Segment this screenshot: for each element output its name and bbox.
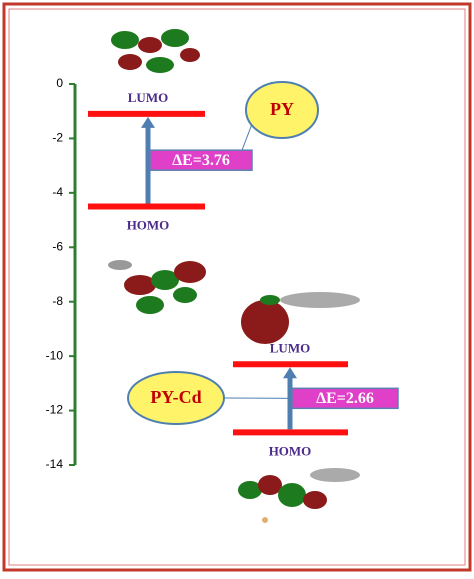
- molecule-pycd-lumo: [241, 292, 360, 344]
- y-tick-label: -2: [52, 131, 63, 145]
- gap-arrow-head: [283, 367, 297, 378]
- system-name: PY: [270, 99, 294, 119]
- lumo-label: LUMO: [270, 340, 310, 355]
- molecule-py-lumo: [111, 29, 200, 73]
- gap-label: ΔE=2.66: [316, 390, 374, 407]
- gap-arrow-head: [141, 117, 155, 128]
- y-tick-label: -6: [52, 239, 63, 253]
- y-tick-label: -12: [46, 403, 64, 417]
- y-tick-label: -8: [52, 294, 63, 308]
- system-name: PY-Cd: [150, 387, 201, 407]
- molecule-pycd-homo: [238, 468, 360, 523]
- homo-label: HOMO: [269, 443, 312, 458]
- y-tick-label: 0: [56, 76, 63, 90]
- gap-label: ΔE=3.76: [172, 152, 230, 169]
- pointer: [242, 124, 252, 150]
- y-tick-label: -4: [52, 185, 63, 199]
- y-tick-label: -10: [46, 348, 64, 362]
- molecule-py-homo: [108, 260, 206, 314]
- homo-label: HOMO: [127, 217, 170, 232]
- y-tick-label: -14: [46, 457, 64, 471]
- frame-inner: [9, 9, 465, 565]
- lumo-label: LUMO: [128, 90, 168, 105]
